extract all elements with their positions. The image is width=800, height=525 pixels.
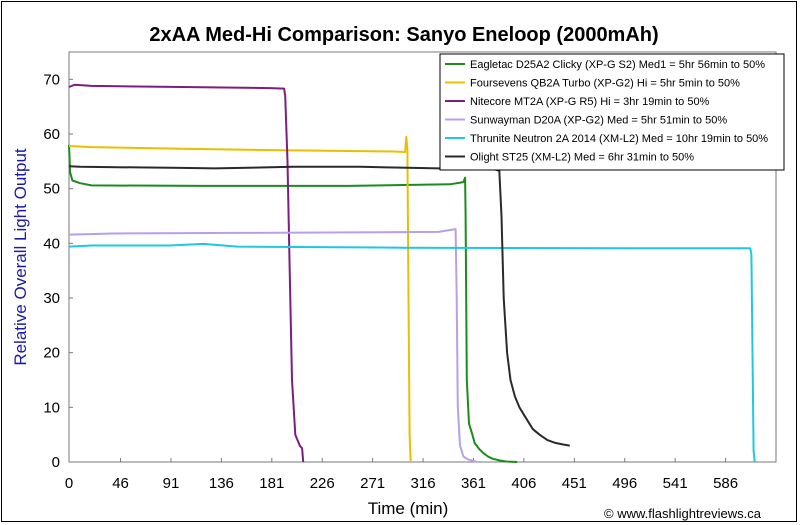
- x-tick-label: 181: [259, 475, 284, 492]
- y-axis: 0 10 20 30 40 50 60 70: [43, 71, 73, 471]
- x-tick-label: 0: [65, 475, 73, 492]
- series-line-2: [68, 135, 412, 463]
- x-tick-label: 136: [209, 475, 234, 492]
- series-line-3: [68, 83, 305, 463]
- legend-label: Olight ST25 (XM-L2) Med = 6hr 31min to 5…: [470, 152, 694, 164]
- series-lines: [68, 83, 756, 463]
- x-tick-label: 91: [163, 475, 180, 492]
- legend: Eagletac D25A2 Clicky (XP-G S2) Med1 = 5…: [439, 53, 785, 171]
- x-tick-label: 496: [612, 475, 637, 492]
- y-axis-title: Relative Overall Light Output: [11, 148, 30, 366]
- series-line-6: [68, 165, 570, 447]
- legend-label: Nitecore MT2A (XP-G R5) Hi = 3hr 19min t…: [470, 96, 710, 108]
- chart-title: 2xAA Med-Hi Comparison: Sanyo Eneloop (2…: [149, 24, 658, 46]
- y-tick-label: 20: [43, 345, 60, 362]
- legend-label: Thrunite Neutron 2A 2014 (XM-L2) Med = 1…: [470, 133, 768, 145]
- y-tick-label: 40: [43, 235, 60, 252]
- legend-label: Sunwayman D20A (XP-G2) Med = 5hr 51min t…: [470, 115, 727, 127]
- legend-label: Foursevens QB2A Turbo (XP-G2) Hi = 5hr 5…: [470, 78, 740, 90]
- y-tick-label: 50: [43, 181, 60, 198]
- legend-box: [439, 53, 785, 171]
- x-axis: 0 46 91 136 181 226 271 316 361 406 451 496 541 586: [65, 458, 738, 492]
- series-line-4: [68, 228, 478, 463]
- x-tick-label: 451: [562, 475, 587, 492]
- y-tick-label: 0: [52, 454, 60, 471]
- x-tick-label: 271: [360, 475, 385, 492]
- copyright-notice: © www.flashlightreviews.ca: [604, 506, 762, 521]
- x-tick-label: 226: [310, 475, 335, 492]
- x-tick-label: 361: [461, 475, 486, 492]
- x-tick-label: 316: [411, 475, 436, 492]
- y-tick-label: 30: [43, 290, 60, 307]
- series-line-5: [68, 242, 756, 463]
- y-tick-label: 60: [43, 126, 60, 143]
- x-tick-label: 586: [713, 475, 738, 492]
- y-tick-label: 10: [43, 399, 60, 416]
- series-line-1: [68, 144, 518, 463]
- x-tick-label: 541: [663, 475, 688, 492]
- x-axis-title: Time (min): [368, 499, 449, 518]
- x-tick-label: 406: [511, 475, 536, 492]
- legend-label: Eagletac D25A2 Clicky (XP-G S2) Med1 = 5…: [470, 59, 765, 71]
- x-tick-label: 46: [112, 475, 129, 492]
- y-tick-label: 70: [43, 71, 60, 88]
